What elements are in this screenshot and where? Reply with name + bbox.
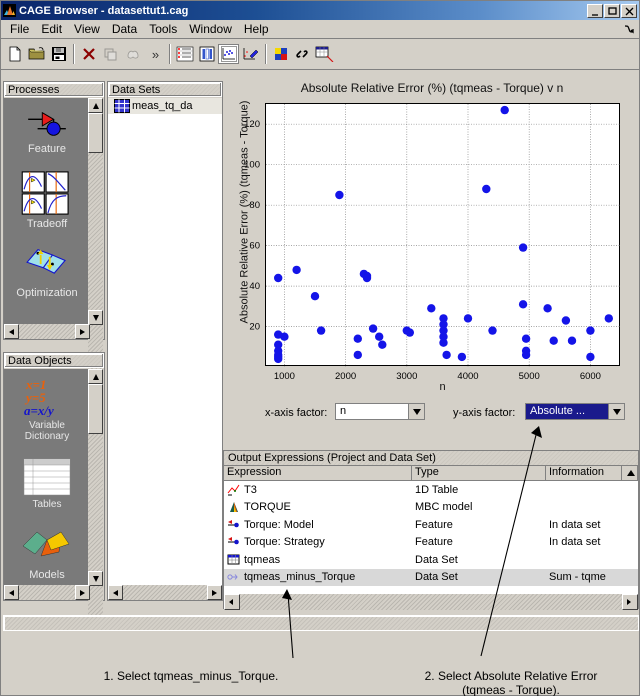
svg-text:120: 120 (244, 119, 260, 130)
svg-text:80: 80 (249, 200, 260, 211)
svg-text:a=x/y: a=x/y (24, 403, 54, 417)
svg-text:60: 60 (249, 241, 260, 252)
svg-text:100: 100 (244, 160, 260, 171)
svg-text:40: 40 (249, 281, 260, 292)
svg-text:20: 20 (249, 322, 260, 333)
